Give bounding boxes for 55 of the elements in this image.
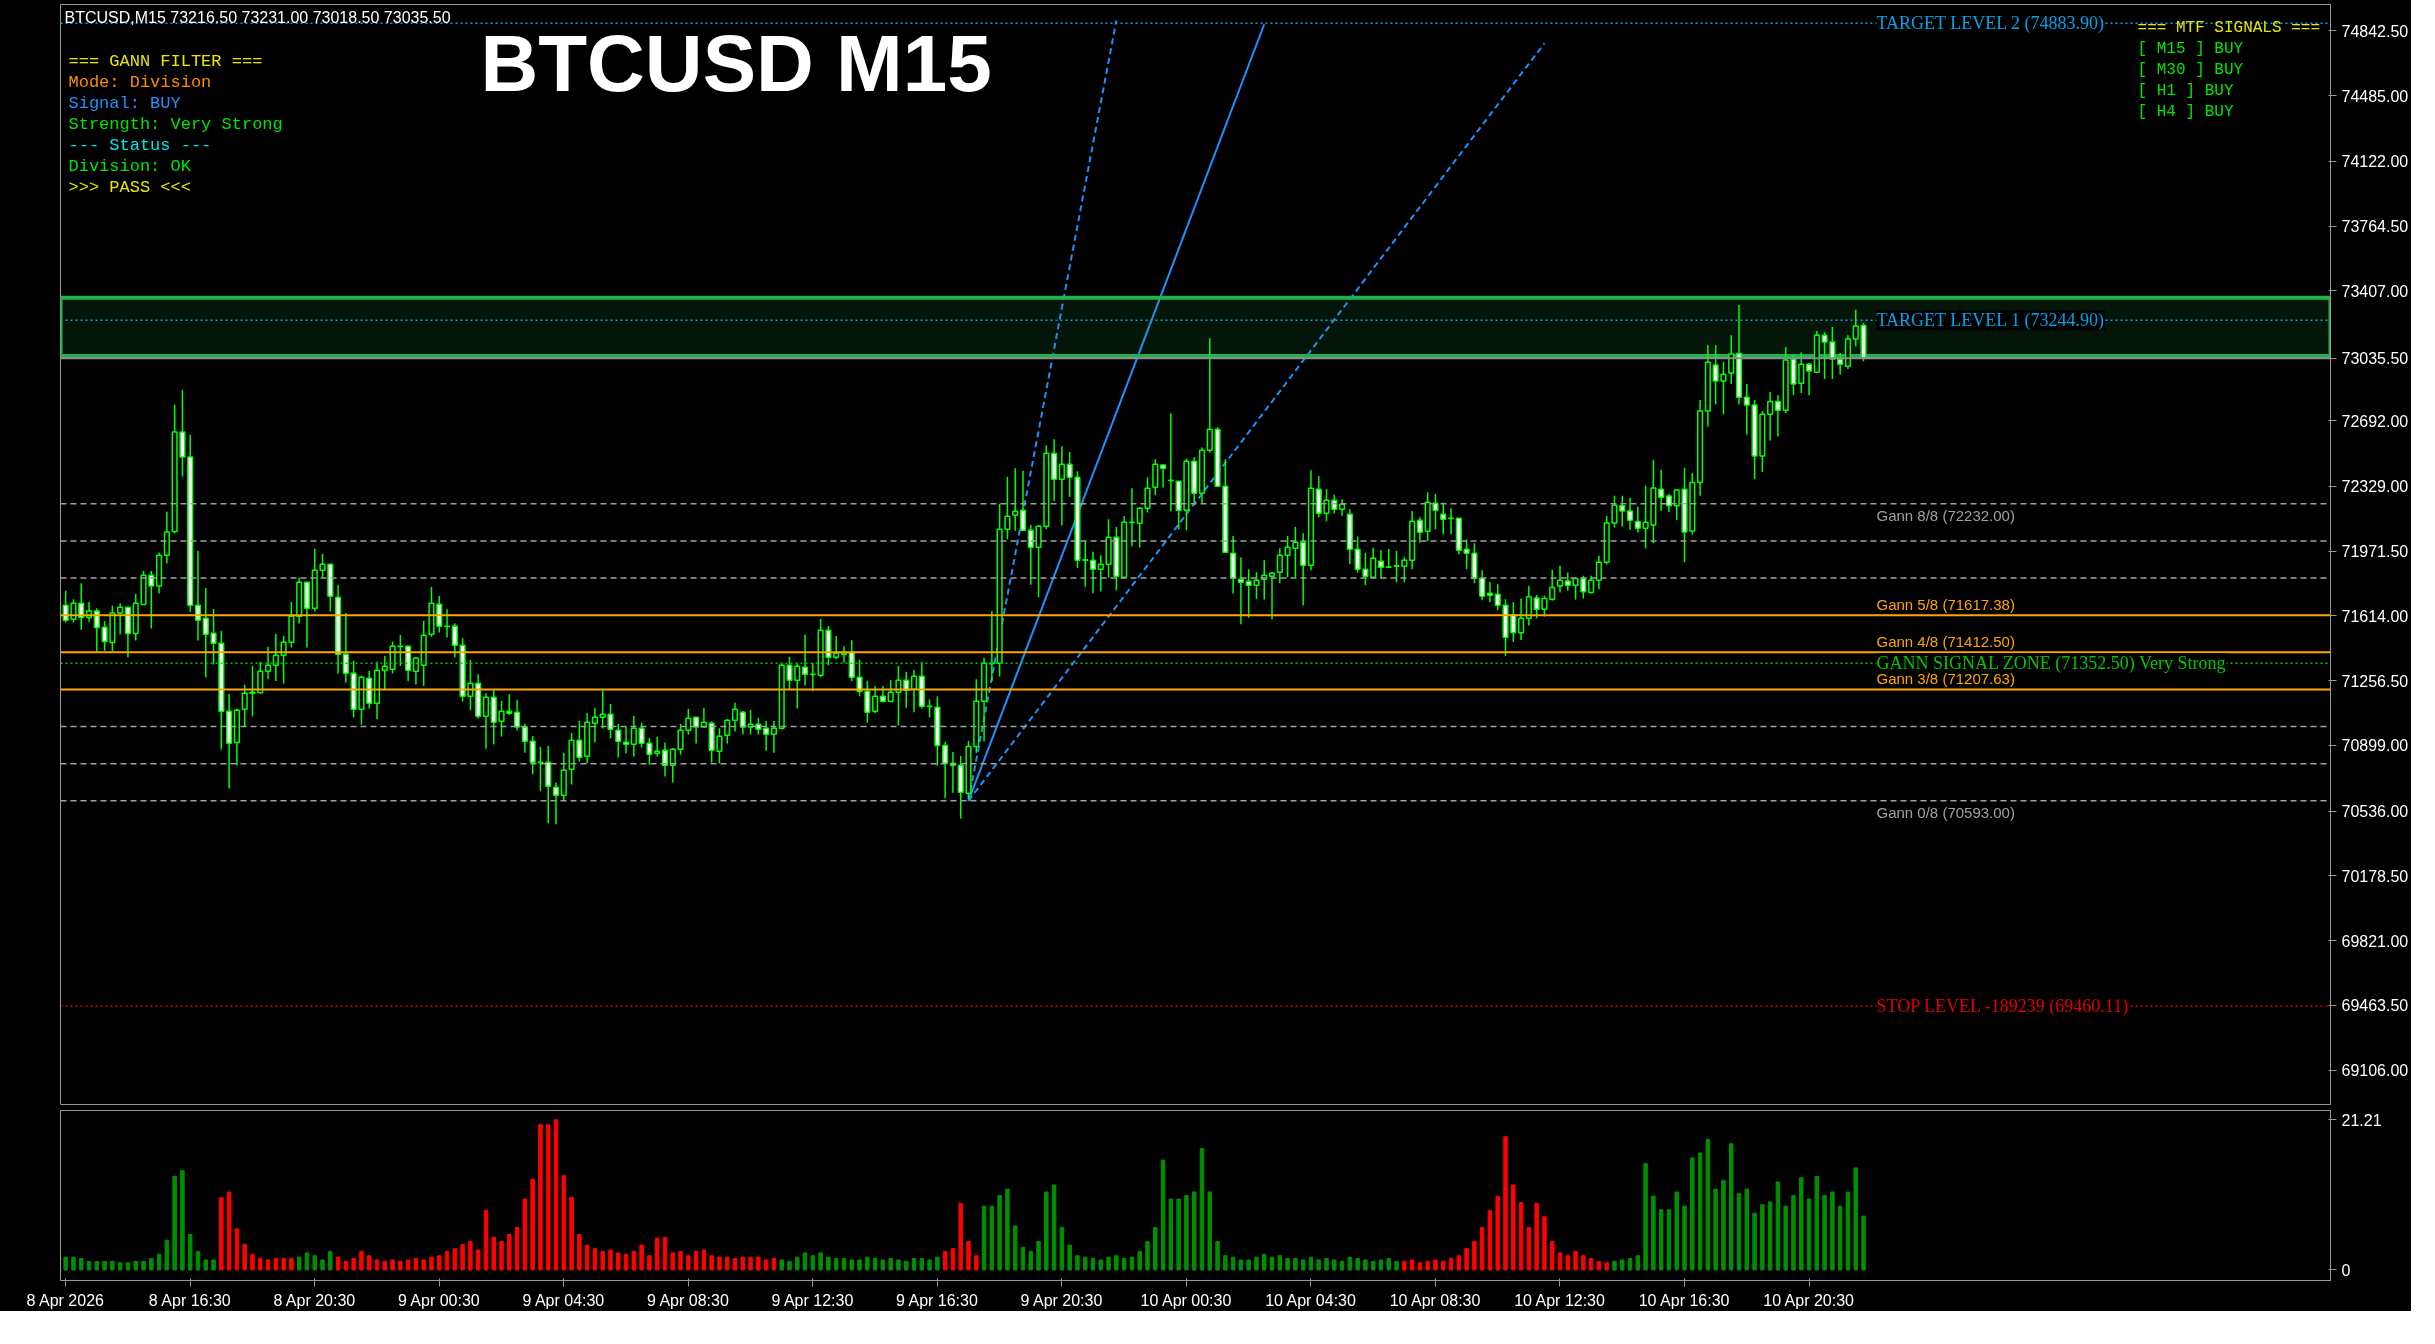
x-tick-label: 10 Apr 20:30 [1763,1291,1855,1309]
annotation: [ M30 ] BUY [2137,60,2244,79]
annotation: Signal: BUY [68,93,181,113]
ref-line-label: TARGET LEVEL 2 (74883.90) [1876,13,2105,35]
annotation: Division: OK [68,156,192,176]
x-tick-label: 10 Apr 16:30 [1638,1291,1730,1309]
y-tick-label: 74842.50 [2341,22,2409,40]
ref-line-label: TARGET LEVEL 1 (73244.90) [1876,310,2105,332]
ref-line-label: Gann 0/8 (70593.00) [1876,803,2015,821]
ref-line-label: Gann 4/8 (71412.50) [1876,633,2015,651]
y-tick-label: 70899.00 [2341,737,2409,755]
x-tick-label: 8 Apr 2026 [26,1291,105,1309]
annotation: === MTF SIGNALS === [2137,18,2320,37]
y-tick-label: 73407.00 [2341,282,2409,300]
ref-line-label: Gann 5/8 (71617.38) [1876,596,2015,614]
x-tick-label: 9 Apr 16:30 [896,1291,978,1309]
annotation: [ H1 ] BUY [2137,81,2234,100]
y-tick-label: 73764.50 [2341,218,2409,236]
y-tick-label: 21.21 [2341,1111,2382,1129]
annotation: >>> PASS <<< [68,177,191,197]
annotation: --- Status --- [68,135,212,155]
y-tick-label: 0 [2341,1261,2351,1279]
annotation: [ M15 ] BUY [2137,39,2244,58]
y-tick-label: 72692.00 [2341,412,2409,430]
x-tick-label: 10 Apr 04:30 [1265,1291,1356,1309]
annotation: [ H4 ] BUY [2137,102,2234,121]
y-tick-label: 69106.00 [2341,1062,2409,1080]
y-tick-label: 70536.00 [2341,803,2409,821]
y-tick-label: 72329.00 [2341,478,2409,496]
ref-line-label: Gann 8/8 (72232.00) [1876,506,2015,524]
y-tick-label: 69821.00 [2341,932,2409,950]
y-tick-label: 69463.50 [2341,997,2409,1015]
x-tick-label: 10 Apr 00:30 [1140,1291,1232,1309]
chart-title: BTCUSD M15 [480,18,992,108]
x-tick-label: 9 Apr 04:30 [522,1291,605,1309]
x-tick-label: 8 Apr 16:30 [148,1291,231,1309]
y-tick-label: 74122.00 [2341,153,2409,171]
y-tick-label: 70178.50 [2341,867,2409,885]
x-tick-label: 9 Apr 08:30 [646,1291,729,1309]
chart-subtitle: BTCUSD,M15 73216.50 73231.00 73018.50 73035.50 [64,8,451,26]
annotation: === GANN FILTER === [68,51,263,71]
x-tick-label: 10 Apr 12:30 [1514,1291,1606,1309]
x-tick-label: 9 Apr 00:30 [397,1291,480,1309]
y-tick-label: 73035.50 [2341,350,2409,368]
y-tick-label: 74485.00 [2341,87,2409,105]
y-tick-label: 71256.50 [2341,672,2409,690]
ref-line-label: STOP LEVEL -189239 (69460.11) [1876,996,2129,1018]
x-tick-label: 8 Apr 20:30 [273,1291,356,1309]
y-tick-label: 71614.00 [2341,607,2409,625]
x-tick-label: 10 Apr 08:30 [1389,1291,1481,1309]
annotation: Mode: Division [68,72,212,92]
y-tick-label: 71971.50 [2341,543,2409,561]
annotation: Strength: Very Strong [68,114,283,134]
x-tick-label: 9 Apr 20:30 [1020,1291,1103,1309]
x-tick-label: 9 Apr 12:30 [771,1291,854,1309]
